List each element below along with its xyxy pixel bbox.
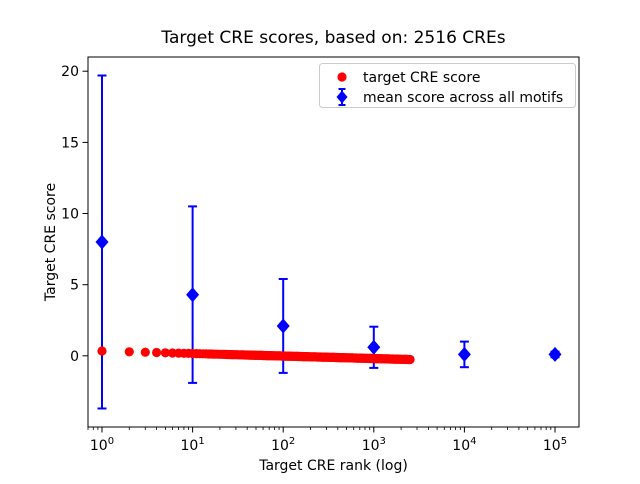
y-tick-label: 0 bbox=[70, 349, 79, 365]
target-score-point bbox=[97, 346, 107, 356]
mean-diamond-point bbox=[548, 346, 562, 362]
target-score-series bbox=[97, 346, 415, 365]
x-tick-label: 104 bbox=[452, 436, 476, 454]
y-tick-label: 5 bbox=[70, 278, 79, 294]
target-score-point bbox=[405, 354, 415, 365]
chart-title: Target CRE scores, based on: 2516 CREs bbox=[160, 28, 505, 48]
mean-diamond-point bbox=[95, 234, 109, 250]
target-score-point bbox=[152, 347, 162, 358]
y-tick-label: 10 bbox=[61, 207, 79, 223]
legend-blue-diamond-icon bbox=[336, 88, 348, 106]
legend: target CRE score mean score across all m… bbox=[319, 63, 576, 108]
y-axis: 0 5 10 15 20 bbox=[61, 64, 88, 365]
x-tick-label: 101 bbox=[180, 436, 204, 454]
x-tick-label: 102 bbox=[271, 436, 295, 454]
legend-label-target-score: target CRE score bbox=[363, 70, 480, 86]
mean-diamond-point bbox=[186, 287, 200, 303]
x-axis: 100 101 102 103 104 105 bbox=[87, 427, 567, 454]
axes-spine bbox=[87, 56, 580, 428]
y-axis-label: Target CRE score bbox=[43, 183, 59, 302]
plot-border bbox=[87, 56, 580, 428]
mean-diamond-point bbox=[457, 346, 471, 362]
legend-frame bbox=[319, 63, 576, 108]
x-tick-label: 105 bbox=[543, 436, 567, 454]
target-score-point bbox=[124, 347, 134, 357]
y-tick-label: 15 bbox=[61, 135, 79, 151]
y-tick-label: 20 bbox=[61, 64, 79, 80]
mean-diamond-point bbox=[276, 318, 290, 334]
mean-diamond-point bbox=[367, 339, 381, 355]
x-axis-label: Target CRE rank (log) bbox=[258, 458, 408, 474]
legend-red-circle-icon bbox=[337, 72, 347, 82]
x-tick-label: 103 bbox=[362, 436, 386, 454]
target-score-point bbox=[160, 348, 170, 358]
x-tick-label: 100 bbox=[90, 436, 114, 454]
target-score-point bbox=[140, 347, 150, 357]
legend-label-mean-score: mean score across all motifs bbox=[363, 90, 563, 106]
